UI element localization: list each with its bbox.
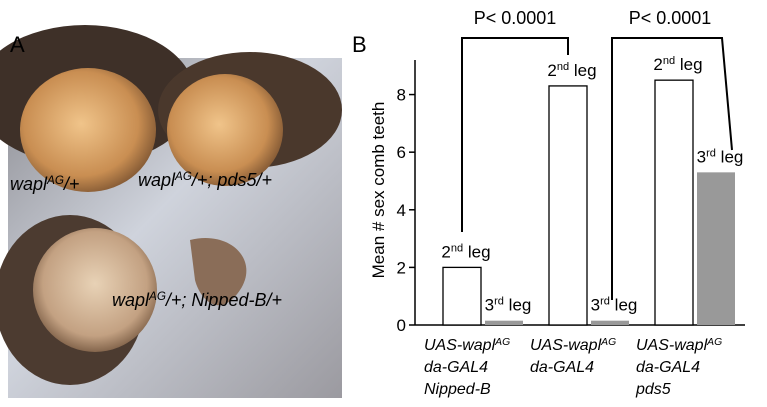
rich-label: 3rd leg [485, 296, 532, 315]
label-part: pds5 [635, 381, 671, 398]
y-tick-label: 2 [397, 258, 406, 277]
label-part: 3 [697, 147, 706, 166]
label-part: leg [504, 296, 531, 315]
y-tick-label: 0 [397, 316, 406, 335]
rich-label: 3rd leg [697, 147, 744, 166]
rich-label: 2nd leg [653, 55, 702, 74]
label-part: 3 [485, 296, 494, 315]
significance-label: P< 0.0001 [629, 8, 712, 28]
y-tick-label: 8 [397, 86, 406, 105]
bar [442, 266, 482, 326]
label-part: da-GAL4 [530, 359, 594, 376]
label-part: leg [569, 61, 596, 80]
label-part: UAS-wapl [424, 337, 496, 354]
photo [0, 25, 342, 398]
label-part: 2 [547, 61, 556, 80]
rich-label: waplAG/+; Nipped-B/+ [112, 290, 282, 311]
fly-eye [33, 228, 157, 352]
label-superscript: rd [600, 296, 610, 308]
y-tick-label: 4 [397, 201, 406, 220]
label-superscript: rd [706, 147, 716, 159]
rich-label: da-GAL4 [424, 359, 488, 376]
label-superscript: AG [174, 170, 192, 183]
label-part: Nipped-B [424, 381, 491, 398]
rich-label: 2nd leg [547, 61, 596, 80]
y-axis-label: Mean # sex comb teeth [369, 102, 388, 279]
bar [548, 85, 588, 326]
label-superscript: AG [600, 337, 616, 348]
label-superscript: AG [494, 337, 510, 348]
rich-label: UAS-waplAG [636, 337, 722, 355]
label-part: da-GAL4 [636, 359, 700, 376]
label-superscript: nd [451, 242, 463, 254]
label-part: leg [716, 147, 743, 166]
rich-label: Nipped-B [424, 381, 491, 398]
bar [697, 172, 735, 325]
rich-label: pds5 [635, 381, 671, 398]
label-superscript: nd [557, 61, 569, 73]
label-part: leg [463, 242, 490, 261]
significance-bracket [461, 37, 569, 232]
rich-label: UAS-waplAG [424, 337, 510, 355]
bar [654, 79, 694, 326]
label-superscript: AG [706, 337, 722, 348]
label-part: leg [610, 296, 637, 315]
rich-label: da-GAL4 [636, 359, 700, 376]
rich-label: waplAG/+ [10, 174, 79, 195]
label-superscript: AG [148, 290, 166, 303]
label-part: /+; Nipped-B/+ [164, 290, 282, 310]
significance-label: P< 0.0001 [474, 8, 557, 28]
fly-leg [190, 238, 247, 306]
fly-eye [20, 68, 156, 192]
panel-letter: B [352, 32, 367, 57]
label-part: 2 [653, 55, 662, 74]
bar [485, 320, 523, 325]
label-part: UAS-wapl [636, 337, 708, 354]
label-part: /+ [62, 174, 80, 194]
bar [591, 320, 629, 325]
label-part: /+; pds5/+ [190, 170, 272, 190]
significance-bracket [611, 37, 733, 300]
rich-label: 3rd leg [591, 296, 638, 315]
label-part: wapl [112, 290, 150, 310]
rich-label: 2nd leg [441, 242, 490, 261]
rich-label: waplAG/+; pds5/+ [138, 170, 272, 191]
panel-letter: A [10, 32, 25, 57]
label-part: UAS-wapl [530, 337, 602, 354]
label-superscript: nd [663, 55, 675, 67]
label-part: da-GAL4 [424, 359, 488, 376]
label-part: 3 [591, 296, 600, 315]
fly-eye [167, 74, 283, 186]
label-part: wapl [10, 174, 48, 194]
rich-label: da-GAL4 [530, 359, 594, 376]
label-superscript: rd [494, 296, 504, 308]
label-part: wapl [138, 170, 176, 190]
label-part: leg [675, 55, 702, 74]
label-superscript: AG [46, 174, 64, 187]
y-tick-label: 6 [397, 143, 406, 162]
rich-label: UAS-waplAG [530, 337, 616, 355]
label-part: 2 [441, 242, 450, 261]
